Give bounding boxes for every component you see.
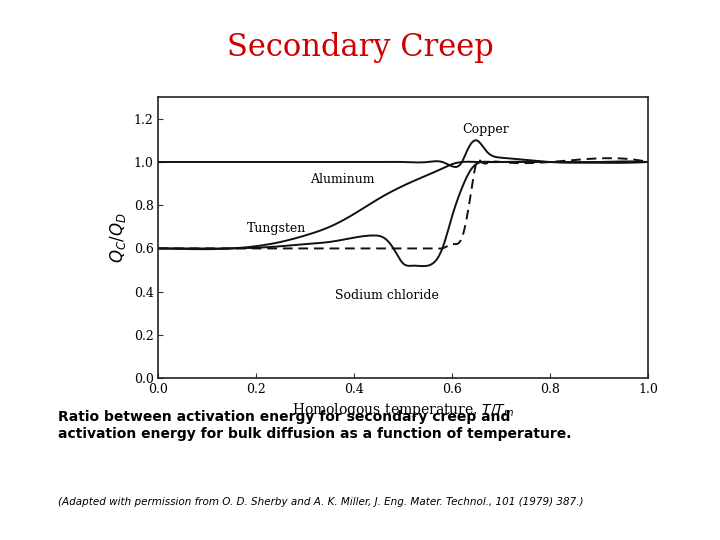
Text: Aluminum: Aluminum <box>310 173 374 186</box>
X-axis label: Homologous temperature, $T/T_m$: Homologous temperature, $T/T_m$ <box>292 401 514 420</box>
Text: Tungsten: Tungsten <box>246 222 306 235</box>
Text: Sodium chloride: Sodium chloride <box>335 289 438 302</box>
Text: Secondary Creep: Secondary Creep <box>227 32 493 63</box>
Y-axis label: $Q_C/Q_D$: $Q_C/Q_D$ <box>108 212 128 263</box>
Text: Ratio between activation energy for secondary creep and
activation energy for bu: Ratio between activation energy for seco… <box>58 410 571 441</box>
Text: (Adapted with permission from O. D. Sherby and A. K. Miller, J. Eng. Mater. Tech: (Adapted with permission from O. D. Sher… <box>58 497 583 507</box>
Text: Copper: Copper <box>462 123 509 136</box>
